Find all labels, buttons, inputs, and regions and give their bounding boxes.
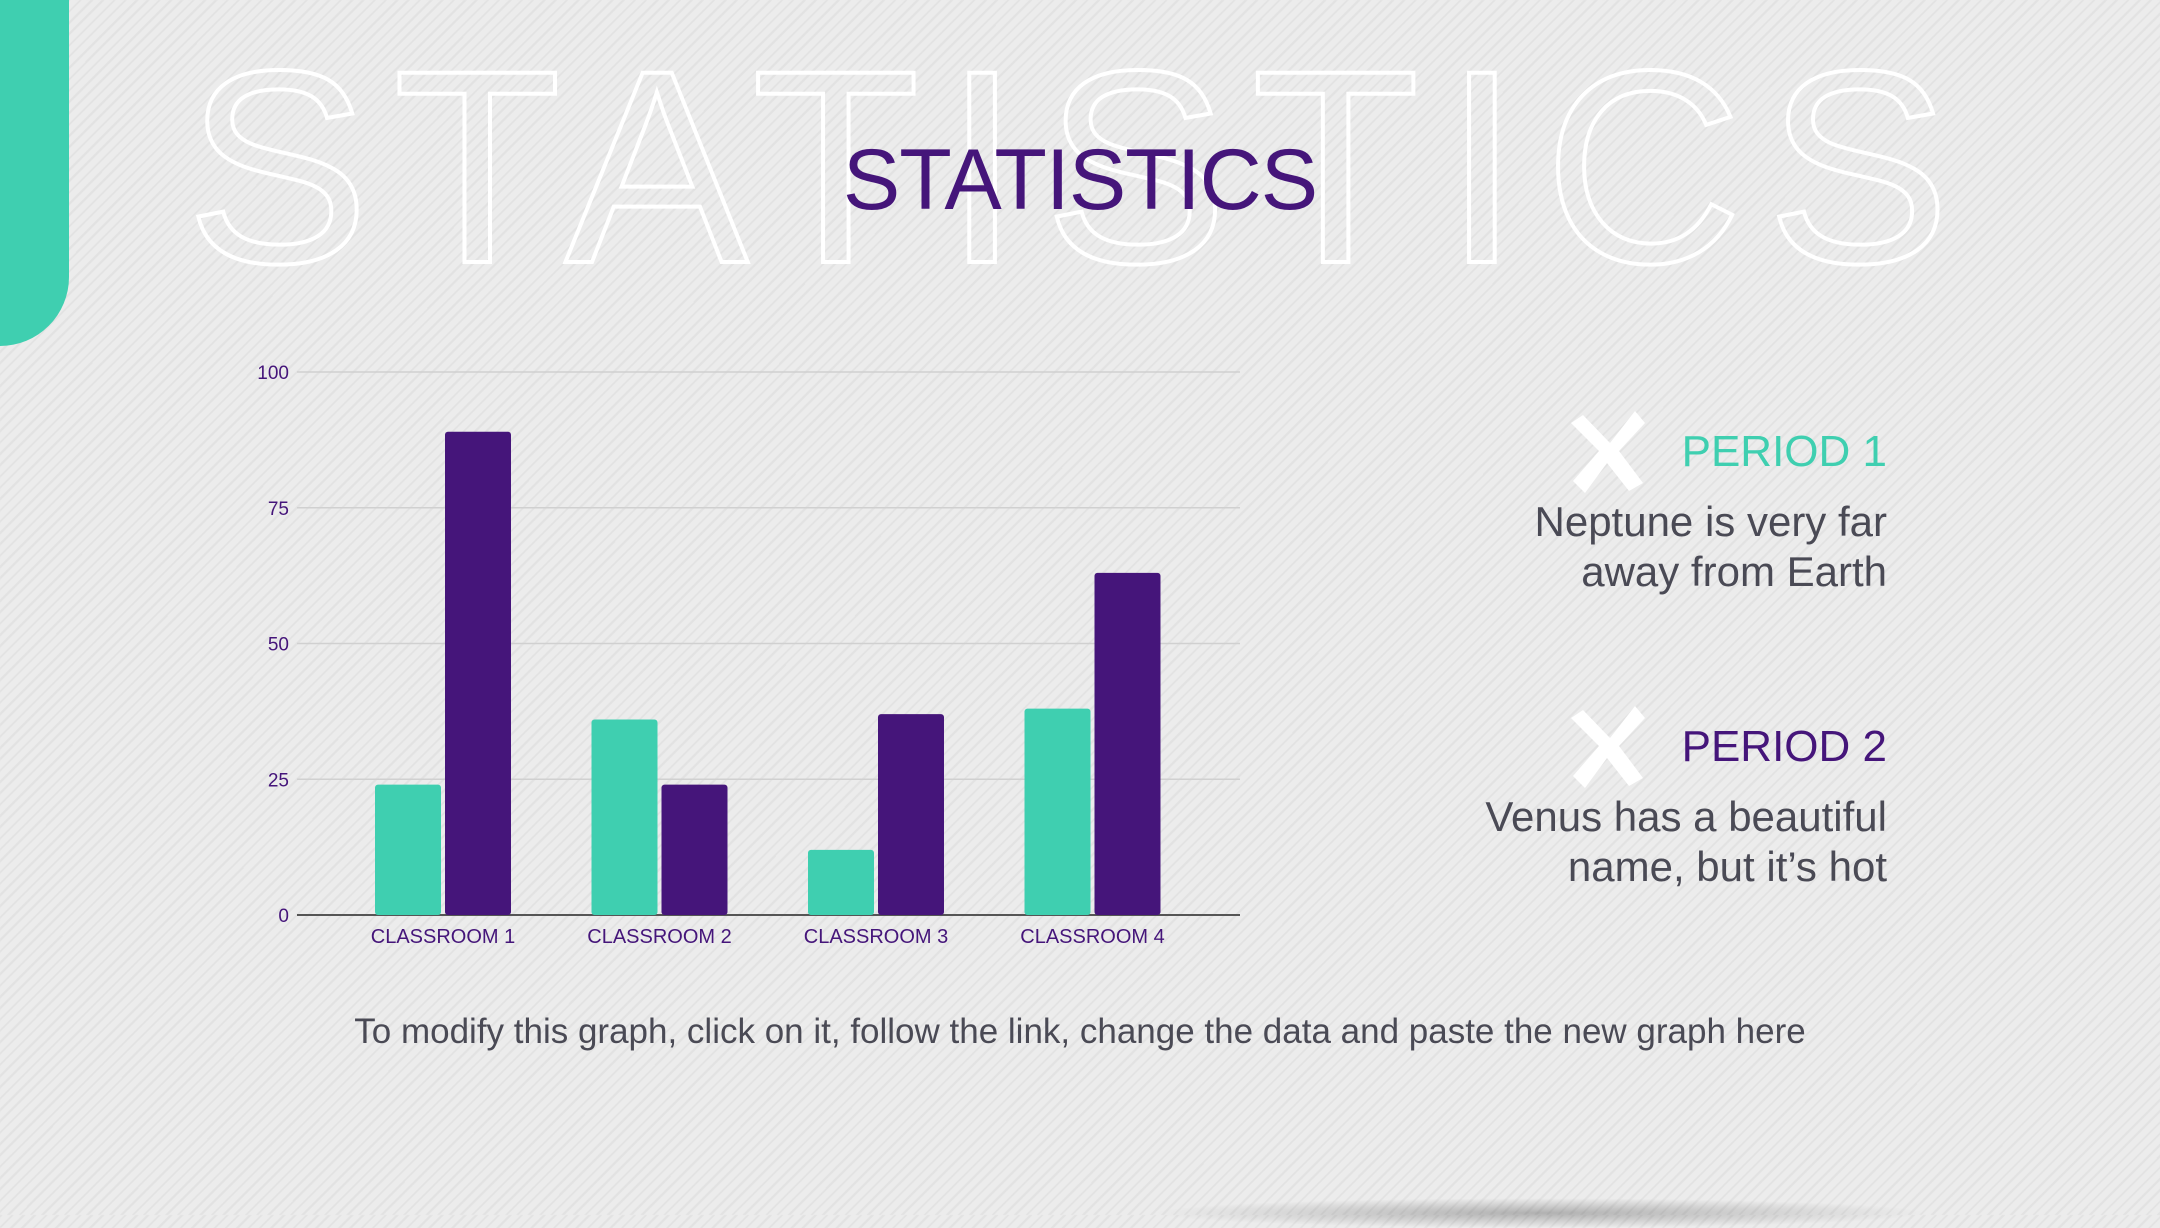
x-tick-label: CLASSROOM 2 xyxy=(587,926,731,948)
x-tick-label: CLASSROOM 3 xyxy=(804,926,948,948)
bar-period-1-4 xyxy=(1024,708,1091,915)
legend-desc-line: away from Earth xyxy=(1581,548,1887,595)
x-tick-label: CLASSROOM 4 xyxy=(1020,926,1164,948)
y-tick-label: 25 xyxy=(268,770,289,791)
legend-desc-period-2: Venus has a beautiful name, but it’s hot xyxy=(1485,792,1887,892)
legend-desc-line: name, but it’s hot xyxy=(1567,843,1887,890)
y-tick-label: 100 xyxy=(257,363,289,384)
background-word-text: STATISTICS xyxy=(186,40,1974,280)
background-outline-word: STATISTICS xyxy=(184,40,1974,280)
legend-title-period-2: PERIOD 2 xyxy=(1681,722,1887,771)
cross-icon xyxy=(1571,411,1645,493)
bar-period-1-2 xyxy=(591,719,658,915)
bar-period-1-1 xyxy=(375,784,441,915)
legend-title-period-1: PERIOD 1 xyxy=(1681,427,1887,476)
cross-icon xyxy=(1571,706,1645,788)
legend-desc-line: Venus has a beautiful xyxy=(1485,793,1887,840)
x-tick-label: CLASSROOM 1 xyxy=(371,926,515,948)
chart-footnote: To modify this graph, click on it, follo… xyxy=(354,1012,1806,1051)
bar-layer xyxy=(375,431,1161,915)
legend-desc-line: Neptune is very far xyxy=(1534,498,1888,545)
bar-period-1-3 xyxy=(808,849,874,915)
label-layer: 0 25 50 75 100 CLASSROOM 1 CLASSROOM 2 CLASSROO… xyxy=(257,363,1164,948)
page-title: STATISTICS xyxy=(842,132,1318,228)
bar-period-2-1 xyxy=(445,431,511,915)
bar-chart: 0 25 50 75 100 CLASSROOM 1 CLASSROOM 2 CLASSROO… xyxy=(257,363,1240,948)
y-tick-label: 50 xyxy=(268,635,289,656)
y-tick-label: 0 xyxy=(278,906,289,927)
bottom-shadow xyxy=(1150,1198,1930,1228)
y-tick-label: 75 xyxy=(268,499,289,520)
legend-period-2: PERIOD 2 Venus has a beautiful name, but… xyxy=(1485,720,1887,892)
legend-desc-period-1: Neptune is very far away from Earth xyxy=(1535,497,1888,597)
corner-tab xyxy=(0,0,69,346)
bar-period-2-2 xyxy=(661,784,728,915)
bar-period-2-4 xyxy=(1094,572,1161,915)
legend-period-1: PERIOD 1 Neptune is very far away from E… xyxy=(1535,425,1888,597)
bar-period-2-3 xyxy=(878,714,944,915)
